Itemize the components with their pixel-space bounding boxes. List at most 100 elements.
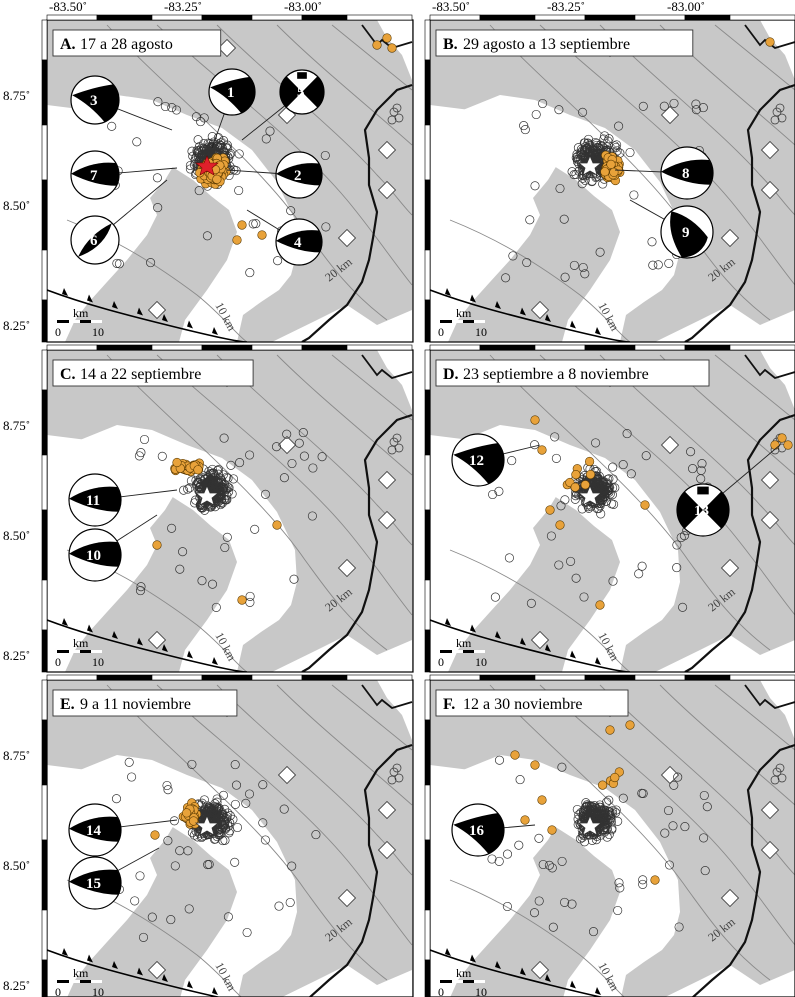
frame-tick-segment <box>584 344 636 351</box>
depth-contour <box>216 684 413 876</box>
event-circle <box>559 214 569 224</box>
frame-tick-segment <box>424 509 431 581</box>
mainshock-star <box>195 155 219 176</box>
event-circle <box>699 833 709 843</box>
depth-contour <box>489 684 771 981</box>
lon-tick-label: -83.50˚ <box>432 0 470 14</box>
period-event <box>770 440 780 450</box>
focal-mechanism: 7 <box>70 150 120 200</box>
station-diamond <box>530 960 550 980</box>
border-line <box>301 413 413 672</box>
scale-bar-white <box>91 650 102 653</box>
event-circle <box>207 810 217 820</box>
frame-tick-segment <box>41 784 48 841</box>
event-circle <box>193 477 203 487</box>
border-line <box>361 354 413 379</box>
frame-tick-segment <box>346 344 413 351</box>
panel-title: A. 17 a 28 agosto <box>52 29 222 57</box>
mechanism-number: 3 <box>90 93 98 109</box>
frame-tick-segment <box>729 14 795 21</box>
background-events <box>501 98 787 283</box>
event-circle <box>577 179 587 189</box>
event-circle <box>265 126 275 136</box>
frame-tick-segment <box>634 674 686 681</box>
event-circle <box>530 181 540 191</box>
event-circle <box>228 474 239 484</box>
event-circle <box>210 502 220 512</box>
scale-bar-unit: km <box>73 636 89 650</box>
depth-contour <box>331 354 413 421</box>
event-circle <box>598 179 608 189</box>
event-circle <box>317 452 327 462</box>
event-circle <box>157 451 167 461</box>
frame-tick-segment <box>41 719 48 786</box>
period-event <box>193 465 203 475</box>
event-circle <box>595 495 605 505</box>
trench-tooth <box>495 631 501 639</box>
frame-ticks <box>424 344 795 673</box>
event-circle <box>570 494 580 504</box>
scale-bar: km 0 10 <box>55 966 104 997</box>
frame-tick-segment <box>534 14 586 21</box>
frame-tick-segment <box>301 674 348 681</box>
trench-tooth <box>162 974 168 982</box>
frame-tick-segment <box>479 344 536 351</box>
event-circle <box>578 107 588 117</box>
period-event <box>570 482 580 492</box>
event-circle <box>613 905 623 916</box>
focal-mechanism: 1 <box>208 68 256 116</box>
mechanism-compression <box>453 813 504 854</box>
panel-letter: E. <box>60 696 75 713</box>
ne-water <box>377 350 412 410</box>
event-circle <box>550 432 560 442</box>
event-circle <box>139 434 150 445</box>
event-circle <box>223 912 233 922</box>
trench-tooth <box>520 967 526 976</box>
event-circle <box>664 258 674 268</box>
event-circle <box>680 822 690 832</box>
period-events <box>530 415 793 610</box>
trench-tooth <box>137 637 143 646</box>
event-circle <box>591 438 601 448</box>
event-circle <box>170 861 180 871</box>
gulf <box>75 425 297 672</box>
event-circle <box>231 780 242 790</box>
trench-tooth <box>520 637 526 646</box>
event-circle <box>587 176 597 186</box>
event-circle <box>584 804 594 814</box>
frame-tick-segment <box>424 784 431 841</box>
frame-tick-segment <box>584 14 636 21</box>
event-circle <box>218 790 229 800</box>
depth-contour <box>449 219 631 342</box>
event-circle <box>248 219 258 229</box>
event-circle <box>392 433 402 443</box>
frame-tick-segment <box>429 344 481 351</box>
frame-tick-segment <box>424 19 431 61</box>
station-diamond <box>277 765 297 785</box>
ocean <box>430 105 560 342</box>
event-circle <box>218 136 229 146</box>
station-diamond <box>147 960 167 980</box>
event-circle <box>604 829 614 840</box>
event-circle <box>770 115 780 125</box>
focal-mechanism: 14 <box>68 803 122 857</box>
event-circle <box>187 759 197 769</box>
depth-contour <box>106 24 388 321</box>
ne-water <box>760 20 795 80</box>
event-circle <box>625 147 635 158</box>
frame-tick-segment <box>41 454 48 511</box>
lat-tick-label: 8.75˚ <box>3 418 30 433</box>
event-circle <box>307 511 317 521</box>
frame-tick-segment <box>96 14 153 21</box>
event-circle <box>638 101 648 111</box>
panel-title-box <box>52 29 222 57</box>
mainshock-star <box>577 814 603 836</box>
event-circle <box>615 883 625 893</box>
event-circle <box>209 808 219 818</box>
event-circle <box>602 832 612 842</box>
panel-title: D. 23 septiembre a 8 noviembre <box>435 359 710 387</box>
frame-tick-segment <box>424 719 431 786</box>
period-event <box>530 415 540 425</box>
event-circle <box>578 262 588 273</box>
mechanism-number: 10 <box>86 548 101 564</box>
